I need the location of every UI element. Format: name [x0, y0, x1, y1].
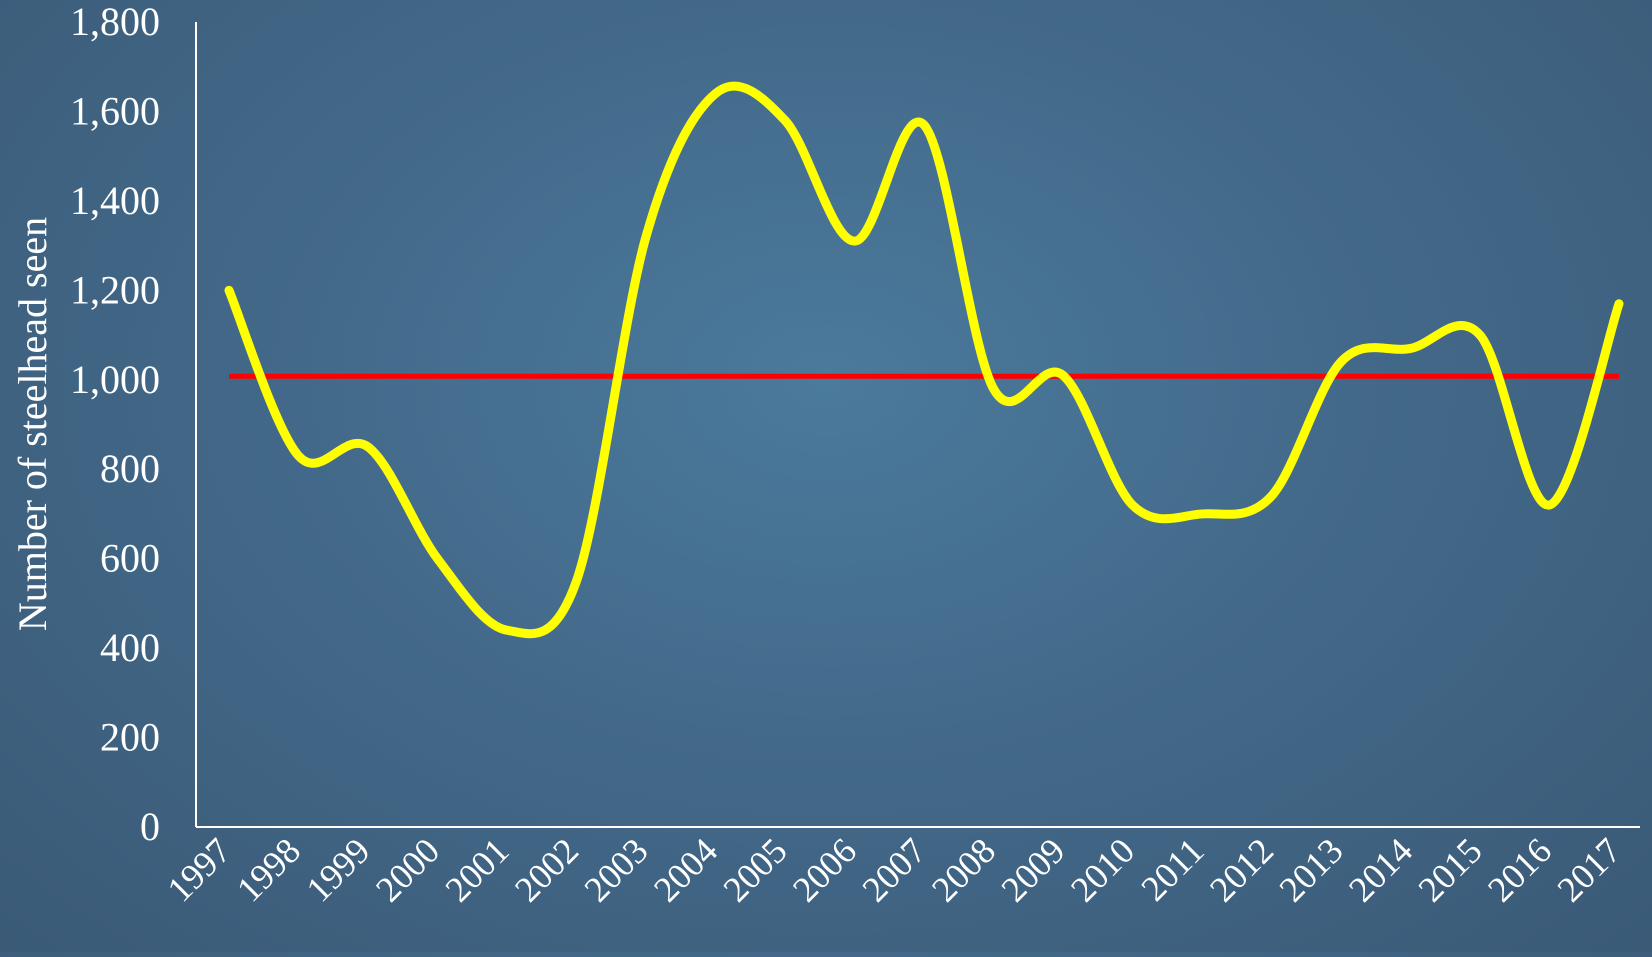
y-tick-label: 200 [100, 715, 160, 760]
data-point [434, 555, 442, 563]
x-tick-label: 2010 [1063, 830, 1142, 909]
data-point [1615, 300, 1623, 308]
data-point [851, 237, 859, 245]
series-line [224, 81, 1624, 639]
data-point [920, 121, 928, 129]
y-tick-label: 1,800 [70, 0, 160, 44]
x-tick-label: 2005 [715, 830, 794, 909]
x-tick-label: 2017 [1549, 830, 1628, 909]
data-point [712, 90, 720, 98]
x-tick-label: 2016 [1480, 830, 1559, 909]
data-point [503, 626, 511, 634]
data-point [1407, 344, 1415, 352]
x-axis-ticks: 1997199819992000200120022003200420052006… [159, 830, 1628, 909]
axes [195, 22, 1640, 828]
x-tick-label: 1997 [159, 830, 238, 909]
y-tick-label: 600 [100, 536, 160, 581]
data-point [364, 443, 372, 451]
data-point [573, 577, 581, 585]
x-tick-label: 2003 [576, 830, 655, 909]
y-tick-label: 1,400 [70, 178, 160, 223]
y-tick-label: 800 [100, 446, 160, 491]
y-tick-label: 400 [100, 625, 160, 670]
y-axis-label: Number of steelhead seen [10, 217, 55, 631]
data-point [1268, 492, 1276, 500]
x-tick-label: 1999 [298, 830, 377, 909]
x-tick-label: 2006 [785, 830, 864, 909]
data-point [1059, 371, 1067, 379]
data-point [1337, 358, 1345, 366]
x-tick-label: 2001 [437, 830, 516, 909]
x-tick-label: 2004 [646, 830, 725, 909]
data-point [295, 452, 303, 460]
y-tick-label: 1,000 [70, 357, 160, 402]
x-tick-label: 1998 [229, 830, 308, 909]
y-tick-label: 1,600 [70, 88, 160, 133]
series-layer [224, 81, 1624, 639]
x-tick-label: 2014 [1341, 830, 1420, 909]
x-tick-label: 2000 [368, 830, 447, 909]
x-tick-label: 2008 [924, 830, 1003, 909]
data-point [990, 385, 998, 393]
x-tick-label: 2002 [507, 830, 586, 909]
y-tick-label: 0 [140, 804, 160, 849]
x-tick-label: 2009 [993, 830, 1072, 909]
data-point [1198, 510, 1206, 518]
x-tick-label: 2015 [1410, 830, 1489, 909]
data-point [781, 116, 789, 124]
data-point [1129, 501, 1137, 509]
x-tick-label: 2011 [1133, 830, 1211, 908]
x-tick-label: 2013 [1271, 830, 1350, 909]
data-point [642, 233, 650, 241]
x-tick-label: 2007 [854, 830, 933, 909]
y-axis-ticks: 0 200 400 600 800 1,000 1,200 1,400 1,600 1,800 [70, 0, 160, 849]
data-point [225, 286, 233, 294]
data-point [1546, 501, 1554, 509]
data-point [1476, 331, 1484, 339]
x-tick-label: 2012 [1202, 830, 1281, 909]
y-tick-label: 1,200 [70, 267, 160, 312]
